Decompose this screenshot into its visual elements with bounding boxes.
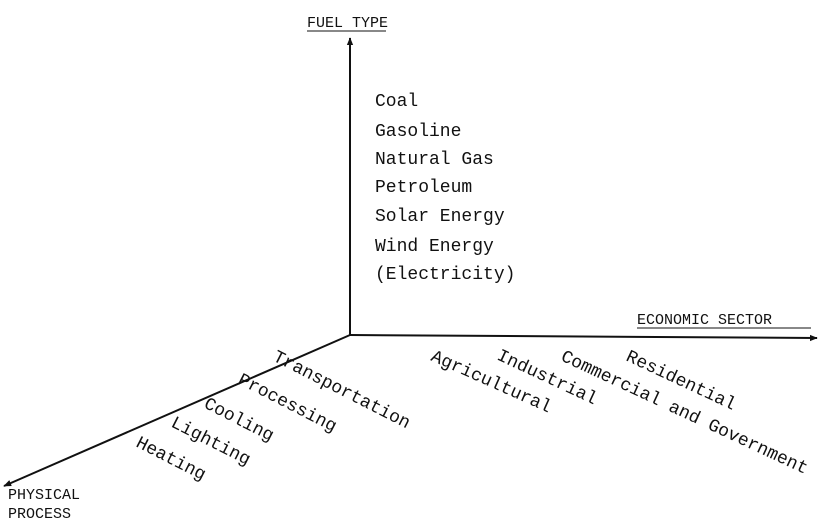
fuel-item: Petroleum <box>375 178 472 198</box>
process-axis-label: PROCESS <box>8 506 71 521</box>
fuel-item: (Electricity) <box>375 265 515 285</box>
process-axis-label: PHYSICAL <box>8 487 80 504</box>
process-axis <box>3 334 351 487</box>
fuel-item: Wind Energy <box>375 237 494 257</box>
fuel-item: Solar Energy <box>375 207 505 227</box>
fuel-item: Coal <box>375 92 418 112</box>
fuel-item: Natural Gas <box>375 150 494 170</box>
sector-axis-label: ECONOMIC SECTOR <box>637 312 772 329</box>
fuel-axis-label: FUEL TYPE <box>307 15 388 32</box>
sector-axis <box>349 334 818 342</box>
fuel-item: Gasoline <box>375 122 461 142</box>
process-item: Transportation <box>269 348 413 434</box>
sector-item: Commercial and Government <box>557 347 810 479</box>
fuel-list: Coal Gasoline Natural Gas Petroleum Sola… <box>375 92 515 285</box>
